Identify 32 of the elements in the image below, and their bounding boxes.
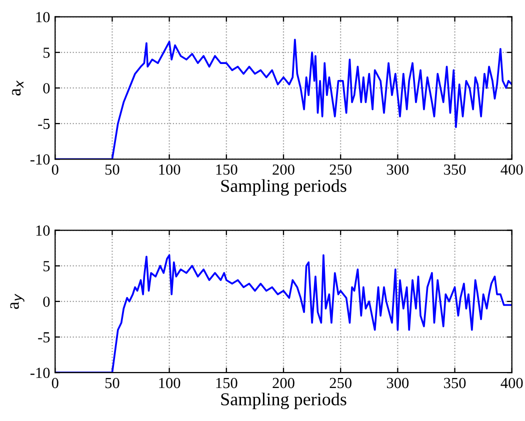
x-axis-title: Sampling periods bbox=[221, 392, 346, 410]
y-tick-label: 0 bbox=[43, 83, 50, 94]
x-tick-label: 150 bbox=[216, 378, 238, 388]
y-axis-title: a$_{y}$ bbox=[10, 294, 24, 309]
y-tick-label: 10 bbox=[36, 225, 50, 236]
x-tick-label: 50 bbox=[105, 378, 120, 388]
y-axis-title: a$_{x}$ bbox=[12, 80, 24, 96]
x-tick-label: 0 bbox=[52, 378, 58, 388]
y-tick-label: 10 bbox=[36, 12, 50, 22]
x-tick-label: 0 bbox=[52, 164, 58, 175]
x-tick-label: 150 bbox=[216, 164, 238, 175]
x-tick-label: 200 bbox=[272, 164, 294, 175]
y-tick-label: 0 bbox=[43, 296, 50, 307]
y-tick-label: -5 bbox=[38, 118, 50, 130]
x-axis-title: Sampling periods bbox=[221, 179, 346, 196]
x-tick-label: 400 bbox=[500, 164, 523, 175]
x-tick-label: 100 bbox=[159, 164, 180, 175]
y-tick-label: -10 bbox=[30, 154, 50, 165]
y-tick-label: 5 bbox=[44, 48, 50, 58]
x-tick-label: 200 bbox=[272, 378, 294, 388]
x-tick-label: 300 bbox=[386, 378, 409, 388]
x-tick-label: 350 bbox=[444, 164, 466, 175]
x-tick-label: 300 bbox=[386, 164, 409, 175]
y-tick-label: -5 bbox=[38, 332, 50, 342]
x-tick-label: 100 bbox=[159, 378, 180, 388]
x-tick-label: 250 bbox=[330, 378, 352, 388]
y-tick-label: -10 bbox=[30, 368, 50, 378]
y-tick-label: 5 bbox=[44, 261, 50, 272]
x-tick-label: 50 bbox=[105, 164, 120, 175]
x-tick-label: 250 bbox=[330, 164, 352, 175]
x-tick-label: 400 bbox=[500, 378, 523, 388]
x-tick-label: 350 bbox=[444, 378, 466, 388]
